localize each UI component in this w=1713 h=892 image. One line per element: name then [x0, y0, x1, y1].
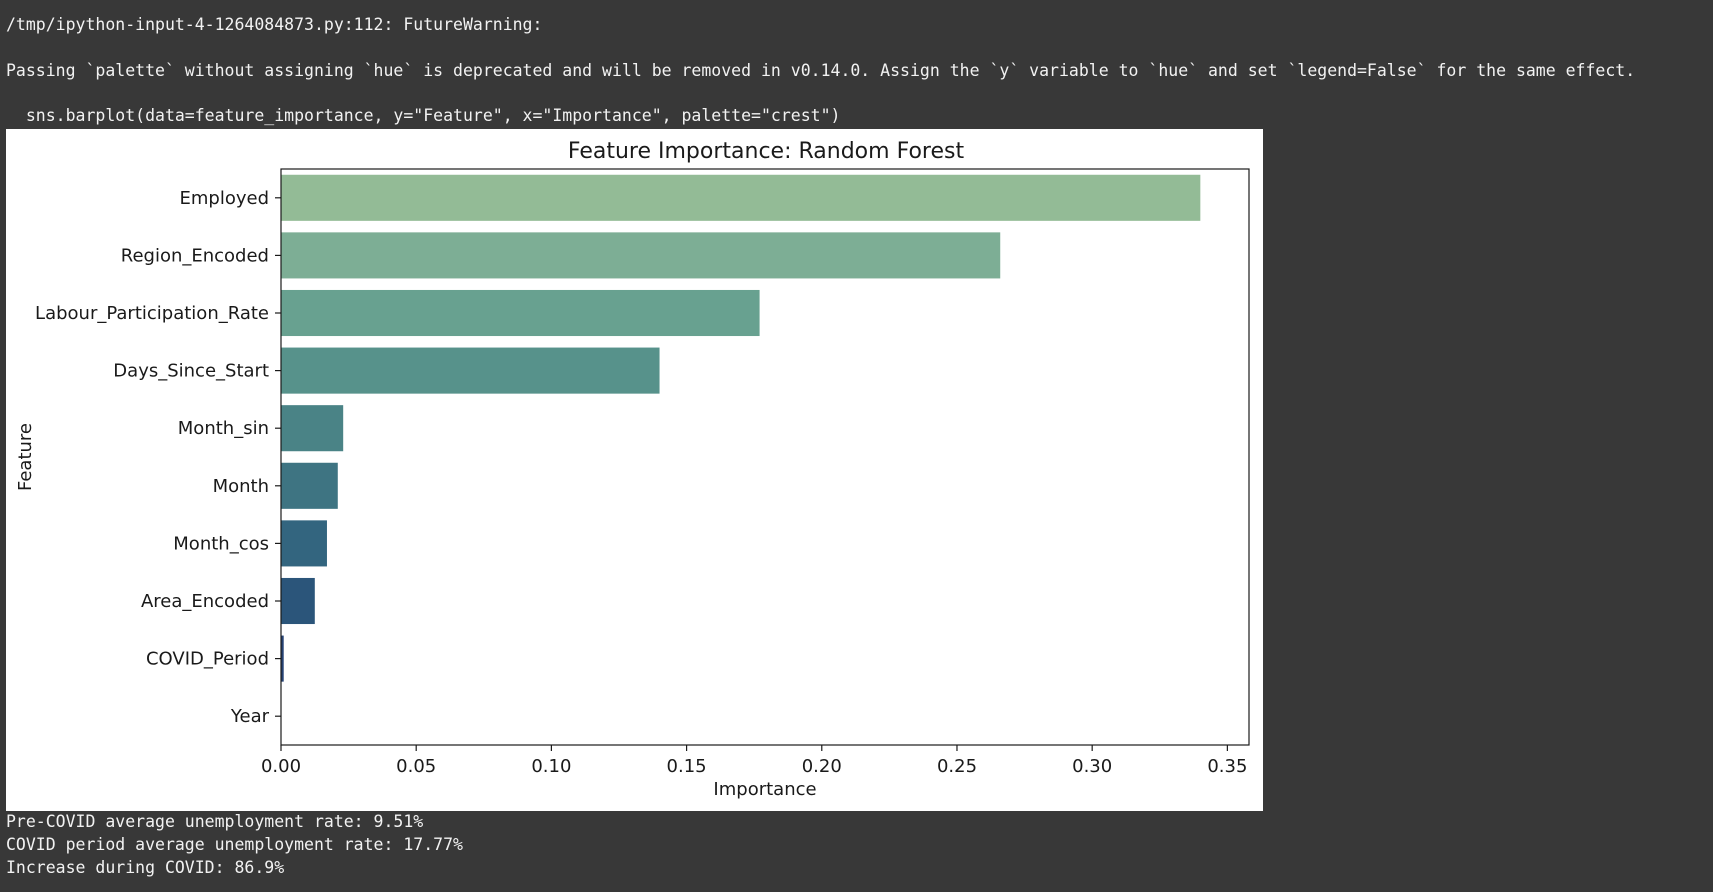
y-tick-label: Region_Encoded — [121, 245, 269, 266]
y-tick-label: Year — [230, 706, 270, 727]
chart-figure: Feature Importance: Random Forest Employ… — [6, 129, 1263, 811]
x-tick-label: 0.25 — [937, 756, 977, 777]
bar-days-since-start — [281, 347, 660, 394]
y-tick-label: Area_Encoded — [141, 591, 269, 612]
bar-month-sin — [281, 405, 344, 452]
x-tick-label: 0.10 — [531, 756, 571, 777]
y-tick-label: COVID_Period — [146, 649, 269, 670]
x-tick-label: 0.00 — [261, 756, 301, 777]
result-pre-covid: Pre-COVID average unemployment rate: 9.5… — [6, 812, 424, 831]
bar-month-cos — [281, 520, 327, 567]
bar-area-encoded — [281, 577, 315, 625]
result-covid-period: COVID period average unemployment rate: … — [6, 835, 463, 854]
bar-chart: Feature Importance: Random Forest Employ… — [15, 139, 1250, 800]
x-tick-label: 0.30 — [1072, 756, 1112, 777]
x-tick-label: 0.05 — [396, 756, 436, 777]
bar-region-encoded — [281, 232, 1001, 279]
warning-line-code: sns.barplot(data=feature_importance, y="… — [6, 106, 841, 125]
y-tick-label: Labour_Participation_Rate — [35, 303, 269, 324]
result-increase: Increase during COVID: 86.9% — [6, 858, 285, 877]
x-tick-label: 0.35 — [1207, 756, 1247, 777]
plot-frame — [280, 168, 1250, 746]
y-tick-label: Month — [213, 476, 269, 497]
chart-title: Feature Importance: Random Forest — [568, 139, 965, 164]
x-tick-label: 0.15 — [667, 756, 707, 777]
y-axis-label: Feature — [15, 423, 36, 491]
y-tick-label: Days_Since_Start — [113, 361, 269, 382]
y-tick-label: Month_cos — [173, 533, 269, 554]
warning-line-path: /tmp/ipython-input-4-1264084873.py:112: … — [6, 15, 543, 34]
x-axis-label: Importance — [713, 779, 816, 800]
warning-line-message: Passing `palette` without assigning `hue… — [6, 61, 1636, 80]
y-tick-label: Employed — [180, 188, 270, 209]
y-tick-label: Month_sin — [178, 418, 269, 439]
x-tick-label: 0.20 — [802, 756, 842, 777]
bar-covid-period — [281, 635, 284, 682]
bar-employed — [281, 174, 1201, 221]
bar-month — [281, 462, 338, 509]
bar-labour-participation-rate — [281, 289, 760, 337]
